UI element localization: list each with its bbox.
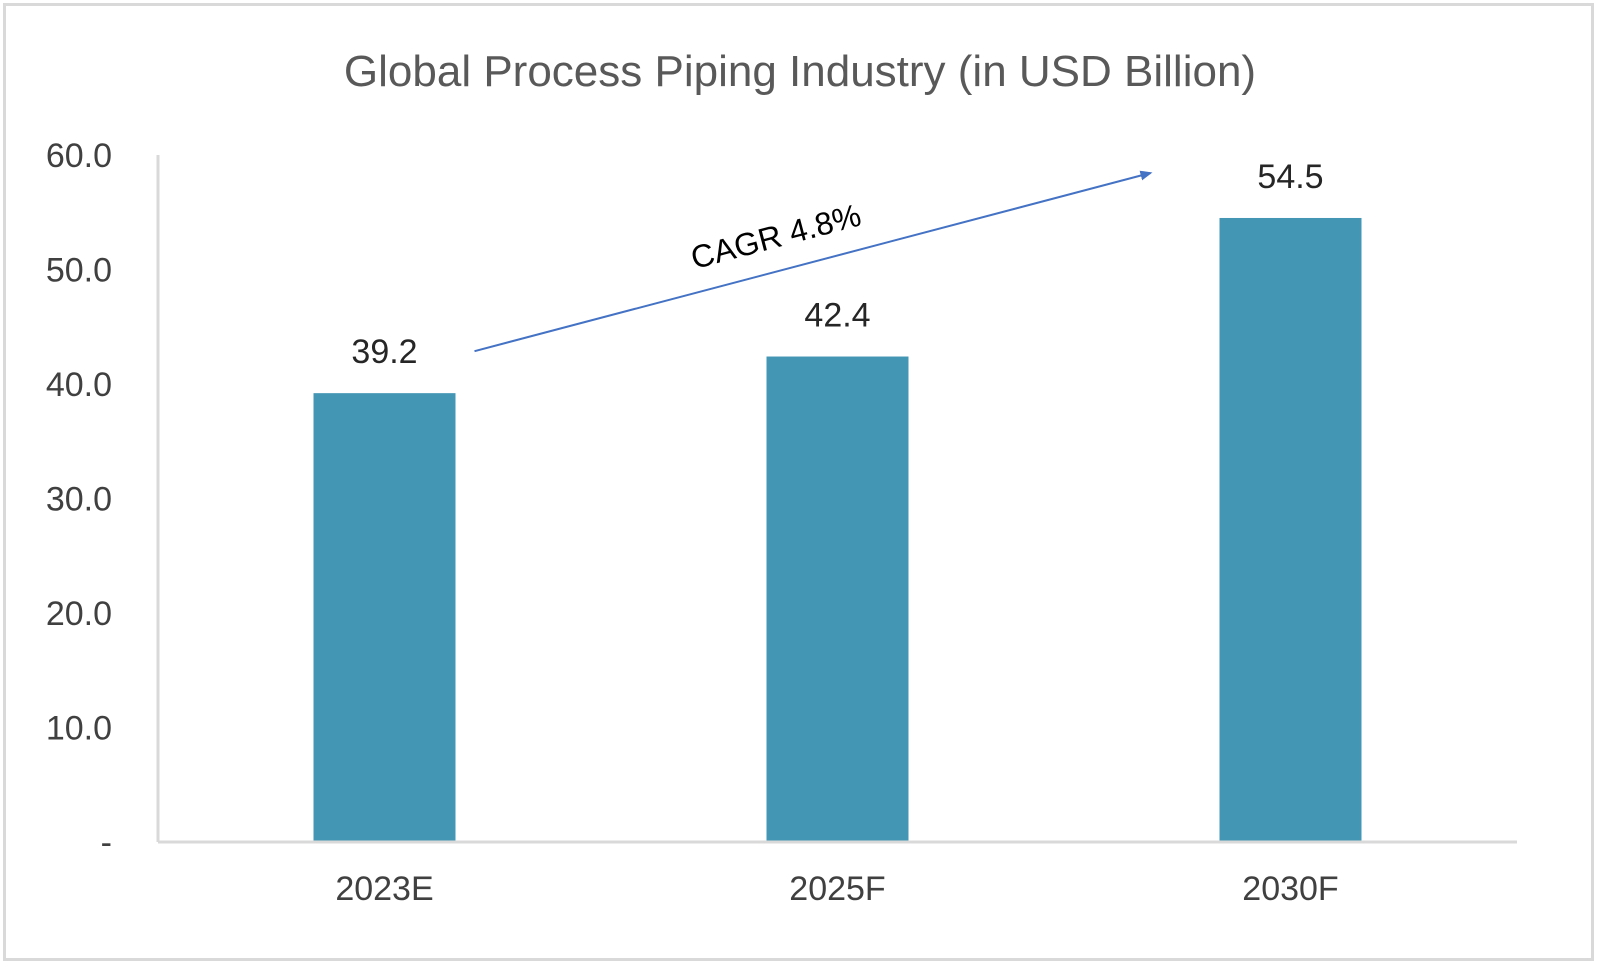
- cagr-arrow: [474, 170, 1153, 353]
- data-label: 54.5: [1257, 158, 1323, 196]
- bar-2030f: [1219, 217, 1362, 843]
- data-label: 39.2: [351, 333, 417, 371]
- y-tick-label: -: [101, 824, 112, 862]
- bar-2025f: [766, 356, 909, 842]
- cagr-annotation: CAGR 4.8%: [687, 197, 865, 276]
- y-tick-label: 40.0: [46, 366, 112, 404]
- y-tick-label: 60.0: [46, 137, 112, 175]
- y-tick-label: 30.0: [46, 481, 112, 519]
- bar-2023e: [313, 393, 456, 842]
- x-tick-label: 2030F: [1242, 870, 1338, 908]
- y-tick-label: 10.0: [46, 710, 112, 748]
- y-tick-label: 50.0: [46, 252, 112, 290]
- data-label: 42.4: [804, 297, 870, 335]
- y-tick-label: 20.0: [46, 595, 112, 633]
- x-tick-label: 2025F: [789, 870, 885, 908]
- chart-title: Global Process Piping Industry (in USD B…: [344, 47, 1256, 96]
- x-tick-label: 2023E: [335, 870, 433, 908]
